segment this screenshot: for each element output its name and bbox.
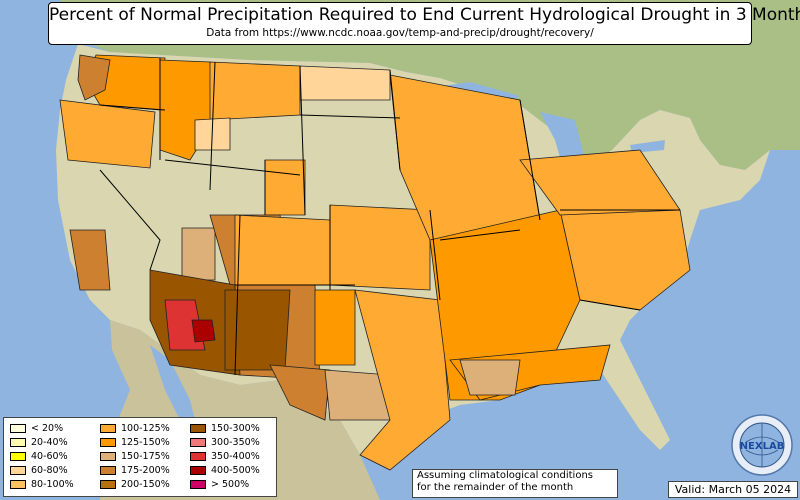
legend-label: 80-100% <box>31 479 74 490</box>
legend-swatch <box>100 424 116 433</box>
legend-swatch <box>190 424 206 433</box>
drought-regions <box>59 54 691 471</box>
legend-item: 200-150% <box>100 479 170 490</box>
region-tx-panhandle <box>314 289 356 366</box>
region-colorado <box>234 214 331 286</box>
legend-swatch <box>190 438 206 447</box>
legend-swatch <box>190 452 206 461</box>
legend-item: 350-400% <box>190 451 260 462</box>
region-nebraska-kansas <box>329 204 431 291</box>
legend-label: 150-175% <box>121 451 170 462</box>
region-wa-olympic <box>77 54 111 101</box>
legend-item: 125-150% <box>100 437 170 448</box>
legend-item: 20-40% <box>10 437 68 448</box>
state-boundaries <box>99 58 680 376</box>
legend-item: 300-350% <box>190 437 260 448</box>
legend-item: 150-175% <box>100 451 170 462</box>
legend-item: > 500% <box>190 479 249 490</box>
region-tx-west <box>269 364 331 421</box>
legend-item: 175-200% <box>100 465 170 476</box>
legend-label: 60-80% <box>31 465 68 476</box>
legend-swatch <box>190 480 206 489</box>
logo-text: NEXLAB <box>740 441 785 452</box>
legend-item: 80-100% <box>10 479 74 490</box>
region-wyoming <box>264 159 306 216</box>
legend-item: 150-300% <box>190 423 260 434</box>
legend-item: 60-80% <box>10 465 68 476</box>
region-utah-light <box>181 227 216 281</box>
legend-swatch <box>190 466 206 475</box>
region-nm-brown <box>224 289 291 371</box>
legend-swatch <box>100 466 116 475</box>
legend-label: < 20% <box>31 423 64 434</box>
legend-swatch <box>10 438 26 447</box>
assumption-note-line1: Assuming climatological conditions <box>417 470 593 481</box>
title-box: Percent of Normal Precipitation Required… <box>48 2 800 45</box>
region-ms-light <box>459 359 521 396</box>
region-nevada <box>69 229 111 291</box>
region-oregon <box>59 99 156 169</box>
region-arizona-maroon <box>191 319 216 343</box>
region-nd <box>299 65 391 101</box>
legend-label: 40-60% <box>31 451 68 462</box>
legend-label: 350-400% <box>211 451 260 462</box>
legend-swatch <box>10 466 26 475</box>
legend-swatch <box>100 438 116 447</box>
legend-swatch <box>100 452 116 461</box>
legend-swatch <box>10 424 26 433</box>
legend-label: 300-350% <box>211 437 260 448</box>
legend-item: 40-60% <box>10 451 68 462</box>
legend-item: 100-125% <box>100 423 170 434</box>
legend-label: 400-500% <box>211 465 260 476</box>
assumption-note-line2: for the remainder of the month <box>417 482 574 493</box>
legend-swatch <box>100 480 116 489</box>
valid-date-label: Valid: March 05 2024 <box>668 481 798 498</box>
legend-item: < 20% <box>10 423 63 434</box>
gulf-of-california <box>150 345 200 440</box>
region-montana <box>209 61 301 121</box>
legend-label: 200-150% <box>121 479 170 490</box>
legend-label: 175-200% <box>121 465 170 476</box>
legend-label: 150-300% <box>211 423 260 434</box>
nexlab-globe-logo: NEXLAB <box>731 414 793 476</box>
legend-item: 400-500% <box>190 465 260 476</box>
legend-swatch <box>10 480 26 489</box>
legend-label: 20-40% <box>31 437 68 448</box>
data-source-subtitle: Data from https://www.ncdc.noaa.gov/temp… <box>206 27 594 39</box>
legend-label: > 500% <box>211 479 250 490</box>
assumption-note: Assuming climatological conditions for t… <box>412 469 618 498</box>
page-title: Percent of Normal Precipitation Required… <box>49 5 800 25</box>
legend-label: 125-150% <box>121 437 170 448</box>
legend: < 20% 20-40% 40-60% 60-80% 80-100% 100-1… <box>3 417 277 497</box>
legend-swatch <box>10 452 26 461</box>
legend-label: 100-125% <box>121 423 170 434</box>
